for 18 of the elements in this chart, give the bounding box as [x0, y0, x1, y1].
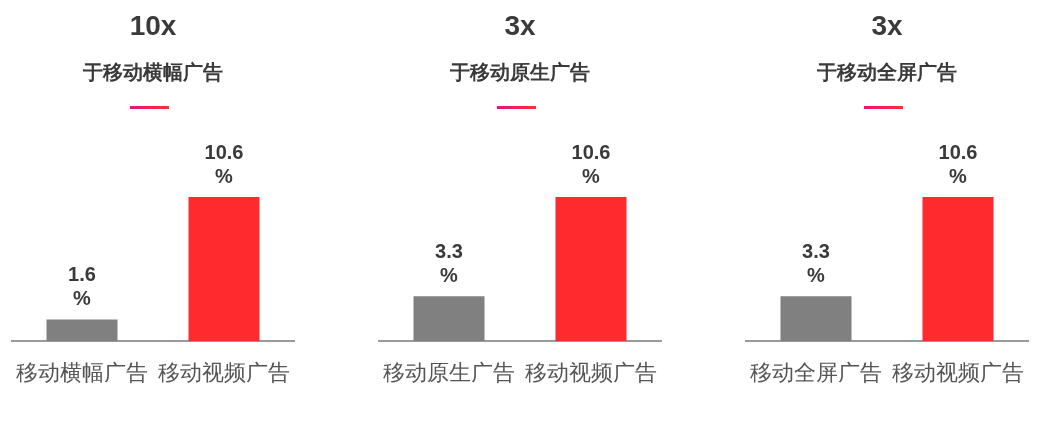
chart-subtitle: 于移动全屏广告 — [816, 60, 958, 84]
chart-subtitle: 于移动横幅广告 — [82, 60, 224, 84]
chart-title: 3x — [503, 9, 537, 43]
chart-title: 10x — [128, 9, 178, 43]
x-tick-label: 移动横幅广告 — [16, 361, 148, 386]
x-tick-label: 移动视频广告 — [158, 361, 290, 386]
chart-subtitle: 于移动原生广告 — [449, 60, 591, 84]
x-tick-label: 移动视频广告 — [525, 361, 657, 386]
data-label: 1.6 % — [68, 262, 96, 309]
chart-title: 3x — [870, 9, 904, 43]
data-label: 3.3 % — [435, 239, 463, 286]
data-label: 3.3 % — [802, 239, 830, 286]
data-label: 10.6 % — [204, 140, 244, 187]
data-label: 10.6 % — [571, 140, 611, 187]
x-tick-label: 移动视频广告 — [892, 361, 1024, 386]
data-label: 10.6 % — [938, 140, 978, 187]
x-tick-label: 移动原生广告 — [383, 361, 515, 386]
x-tick-label: 移动全屏广告 — [750, 361, 882, 386]
